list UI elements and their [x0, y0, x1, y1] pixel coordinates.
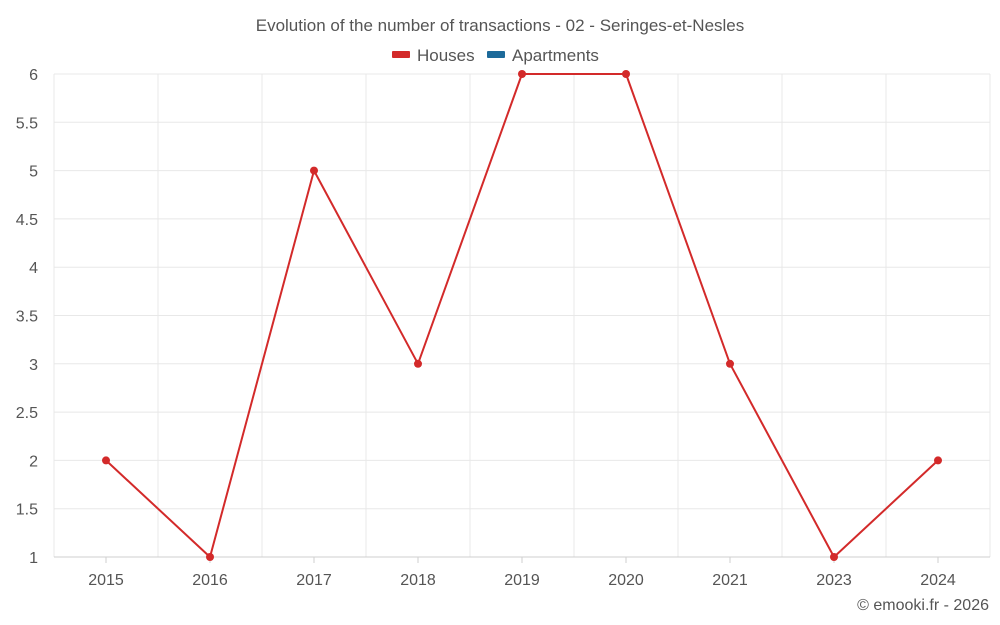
x-tick-label: 2023 [816, 572, 852, 589]
series-houses [102, 70, 942, 561]
legend-swatch-houses [392, 51, 410, 58]
gridlines [53, 73, 991, 557]
x-tick-label: 2016 [192, 572, 228, 589]
data-point[interactable] [934, 456, 942, 465]
y-tick-label: 2 [29, 453, 38, 470]
legend-item-houses[interactable]: Houses [392, 46, 475, 65]
legend-swatch-apartments [487, 51, 505, 58]
legend-item-apartments[interactable]: Apartments [487, 46, 599, 65]
x-tick-label: 2024 [920, 572, 956, 589]
x-tick-label: 2017 [296, 572, 332, 589]
y-tick-label: 4 [29, 260, 38, 277]
y-tick-label: 3.5 [16, 309, 38, 326]
legend-label-houses: Houses [417, 46, 475, 65]
y-tick-label: 1 [29, 550, 38, 567]
data-point[interactable] [622, 70, 630, 78]
data-point[interactable] [518, 70, 526, 78]
x-axis-ticks: 2015 2016 2017 2018 2019 2020 2021 2023 2024 [88, 557, 956, 589]
chart-title: Evolution of the number of transactions … [256, 16, 745, 35]
data-point[interactable] [310, 166, 318, 175]
y-tick-label: 5.5 [16, 115, 38, 132]
x-tick-label: 2018 [400, 572, 436, 589]
y-tick-label: 1.5 [16, 502, 38, 519]
data-point[interactable] [726, 359, 734, 368]
legend: Houses Apartments [392, 46, 599, 65]
data-point[interactable] [414, 359, 422, 368]
y-tick-label: 2.5 [16, 405, 38, 422]
data-point[interactable] [102, 456, 110, 465]
credit-text: © emooki.fr - 2026 [857, 597, 989, 614]
x-tick-label: 2021 [712, 572, 748, 589]
x-tick-label: 2020 [608, 572, 644, 589]
legend-label-apartments: Apartments [512, 46, 599, 65]
x-tick-label: 2015 [88, 572, 124, 589]
data-point[interactable] [830, 553, 838, 561]
x-tick-label: 2019 [504, 572, 540, 589]
y-tick-label: 6 [29, 67, 38, 84]
data-point[interactable] [206, 553, 214, 561]
y-tick-label: 5 [29, 164, 38, 181]
y-axis-ticks: 1 1.5 2 2.5 3 3.5 4 4.5 5 5.5 6 [16, 67, 38, 567]
y-tick-label: 4.5 [16, 212, 38, 229]
y-tick-label: 3 [29, 357, 38, 374]
